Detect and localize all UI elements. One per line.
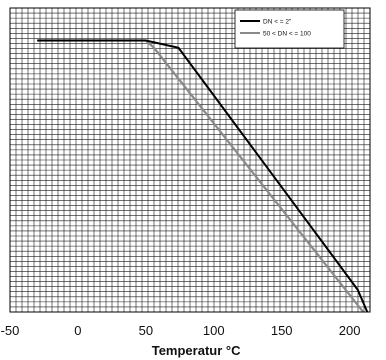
legend: DN < = 2" 50 < DN < = 100: [234, 9, 345, 49]
legend-box: [234, 9, 345, 49]
x-axis-title: Temperatur °C: [152, 343, 241, 358]
chart-series-group: [37, 39, 369, 313]
x-tick-label: 50: [139, 323, 153, 338]
plot-area-frame: [9, 7, 371, 313]
legend-label-dn-50-100: 50 < DN < = 100: [263, 31, 311, 38]
x-tick-label: 150: [271, 323, 293, 338]
x-tick-label: 200: [339, 323, 361, 338]
legend-label-dn-2: DN < = 2": [263, 19, 292, 26]
x-tick-label: 100: [203, 323, 225, 338]
x-tick-label: -50: [1, 323, 20, 338]
x-axis-tick-labels: -50 0 50 100 150 200: [1, 323, 361, 338]
chart-grid: [10, 8, 370, 312]
series-line-dn-2: [37, 39, 369, 313]
x-tick-label: 0: [74, 323, 81, 338]
